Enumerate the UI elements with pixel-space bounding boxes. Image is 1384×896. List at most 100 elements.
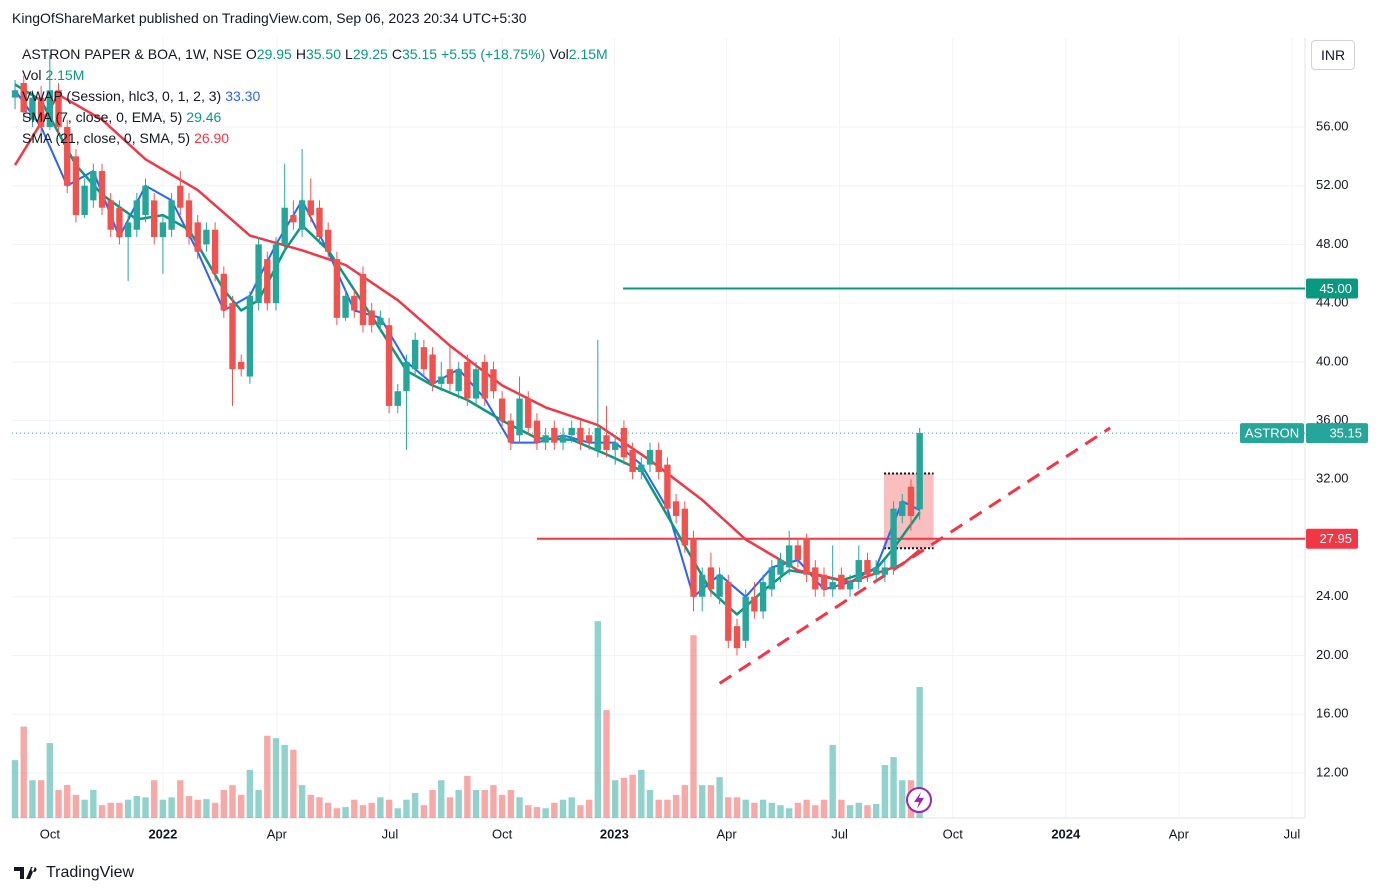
x-tick-label: Oct: [40, 826, 61, 841]
y-tick-label: 12.00: [1316, 764, 1349, 779]
candle-body: [568, 427, 575, 436]
candle-body: [785, 545, 793, 568]
candle-body: [411, 339, 419, 370]
indicator-value: 33.30: [225, 88, 261, 104]
volume-bar: [307, 794, 314, 818]
candle-body: [507, 420, 515, 443]
candle-body: [472, 369, 480, 399]
x-tick-label: Apr: [716, 826, 737, 841]
candle-body: [246, 295, 254, 377]
candle-body: [742, 596, 749, 641]
candle-body: [481, 361, 488, 399]
candle-body: [490, 369, 497, 392]
ohlc-key: H: [295, 46, 306, 62]
candle-body: [203, 229, 210, 245]
candle-body: [438, 376, 445, 384]
candle-body: [899, 501, 906, 517]
plot-background: [12, 38, 1305, 818]
volume-bar: [725, 797, 732, 818]
candle-body: [255, 244, 262, 304]
volume-bar: [803, 799, 810, 818]
candle-body: [377, 317, 384, 326]
volume-bar: [438, 780, 445, 818]
volume-bar: [672, 794, 680, 818]
volume-bar: [11, 760, 19, 818]
y-tick-label: 48.00: [1316, 236, 1349, 251]
x-tick-label: Jul: [382, 826, 399, 841]
volume-bar: [707, 785, 715, 818]
candle-body: [237, 361, 245, 370]
volume-bar: [46, 743, 54, 818]
x-tick-label: Apr: [267, 826, 288, 841]
candle-body: [324, 229, 332, 252]
candle-body: [533, 420, 541, 443]
candle-body: [151, 200, 158, 238]
volume-bar: [420, 805, 428, 818]
volume-bar: [664, 799, 671, 818]
volume-bar: [151, 780, 158, 818]
volume-bar: [733, 797, 741, 818]
volume-bar: [55, 789, 62, 818]
volume-bar: [64, 785, 71, 818]
x-tick-label: 2023: [600, 826, 629, 841]
volume-bar: [472, 789, 480, 818]
candle-body: [620, 427, 628, 458]
candle-body: [516, 398, 523, 436]
candle-body: [211, 229, 219, 274]
x-tick-label: Jul: [1284, 826, 1301, 841]
volume-bar: [785, 808, 793, 818]
volume-bar: [368, 802, 375, 818]
volume-bar: [159, 799, 167, 818]
ohlc-value: 29.25: [352, 46, 388, 62]
candle-body: [829, 582, 836, 590]
candle-body: [594, 427, 602, 450]
volume-key: Vol: [549, 46, 569, 62]
volume-bar: [594, 621, 602, 818]
volume-bar: [403, 799, 410, 818]
candle-body: [725, 582, 732, 641]
volume-bar: [211, 802, 219, 818]
volume-bar: [133, 796, 141, 818]
x-tick-label: 2024: [1051, 826, 1081, 841]
volume-bar: [194, 799, 201, 818]
price-tag-label: 27.95: [1319, 531, 1352, 546]
volume-bar: [316, 797, 323, 818]
candle-body: [133, 200, 141, 230]
candle-body: [37, 97, 45, 127]
volume-bar: [638, 769, 645, 818]
candle-body: [20, 82, 27, 113]
ohlc-item: C35.15: [392, 44, 437, 65]
trend-line: [718, 426, 1111, 685]
candle-body: [577, 427, 584, 443]
legend: ASTRON PAPER & BOA, 1W, NSE O29.95 H35.50 L…: [22, 44, 608, 149]
candle-body: [264, 259, 271, 304]
candle-body: [733, 626, 741, 649]
ohlc-key: L: [345, 46, 353, 62]
candle-body: [124, 222, 132, 238]
volume-bar: [655, 799, 662, 818]
price-tag-label: 35.15: [1329, 426, 1362, 441]
candle-body: [777, 560, 784, 575]
candle-body: [116, 207, 123, 238]
volume-bar: [777, 805, 784, 818]
candle-body: [559, 435, 567, 443]
candle-body: [333, 259, 341, 318]
volume-bar: [37, 780, 45, 818]
candle-body: [142, 185, 149, 216]
candle-body: [699, 574, 706, 597]
volume-bar: [751, 802, 758, 818]
legend-row: Vol 2.15M: [22, 65, 608, 86]
candle-body: [29, 97, 36, 120]
volume-bar: [333, 808, 341, 818]
x-tick-label: Jul: [831, 826, 848, 841]
candle-body: [351, 295, 358, 311]
currency-button[interactable]: INR: [1311, 40, 1355, 70]
candle-body: [585, 435, 593, 443]
volume-bar: [107, 802, 114, 818]
candle-body: [220, 273, 228, 311]
candle-body: [881, 567, 889, 575]
volume-bar: [446, 797, 454, 818]
candle-body: [394, 391, 401, 406]
indicator-name: Vol: [22, 67, 42, 83]
y-tick-label: 24.00: [1316, 588, 1349, 603]
